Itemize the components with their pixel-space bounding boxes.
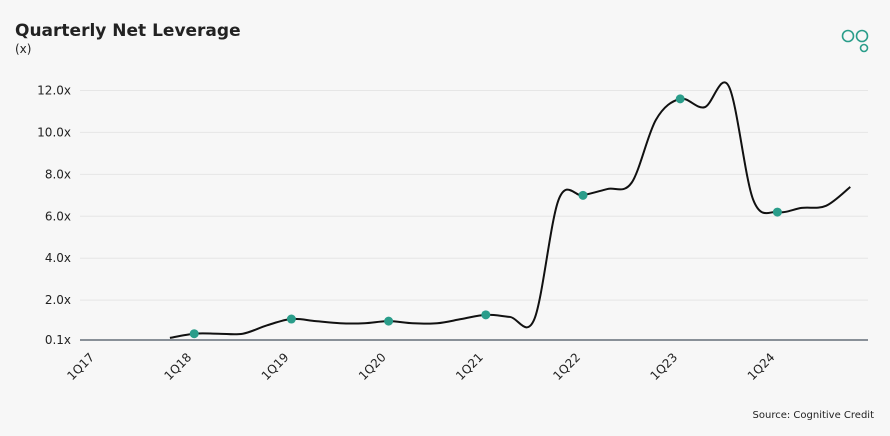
chart-subtitle: (x) — [15, 42, 31, 56]
point-marker — [286, 314, 296, 324]
y-tick-label: 4.0x — [45, 251, 71, 265]
point-marker — [189, 329, 199, 339]
y-tick-label: 0.1x — [45, 333, 71, 347]
y-tick-label: 2.0x — [45, 293, 71, 307]
chart-title: Quarterly Net Leverage — [15, 21, 241, 41]
logo — [841, 29, 869, 53]
y-tick-label: 12.0x — [37, 83, 71, 97]
y-tick-label: 10.0x — [37, 125, 71, 139]
source-note: Source: Cognitive Credit — [753, 410, 875, 421]
point-marker — [675, 94, 685, 104]
point-marker — [384, 316, 394, 326]
point-marker — [578, 190, 588, 200]
point-marker — [772, 207, 782, 217]
y-tick-label: 6.0x — [45, 209, 71, 223]
point-marker — [481, 310, 491, 320]
y-tick-label: 8.0x — [45, 167, 71, 181]
